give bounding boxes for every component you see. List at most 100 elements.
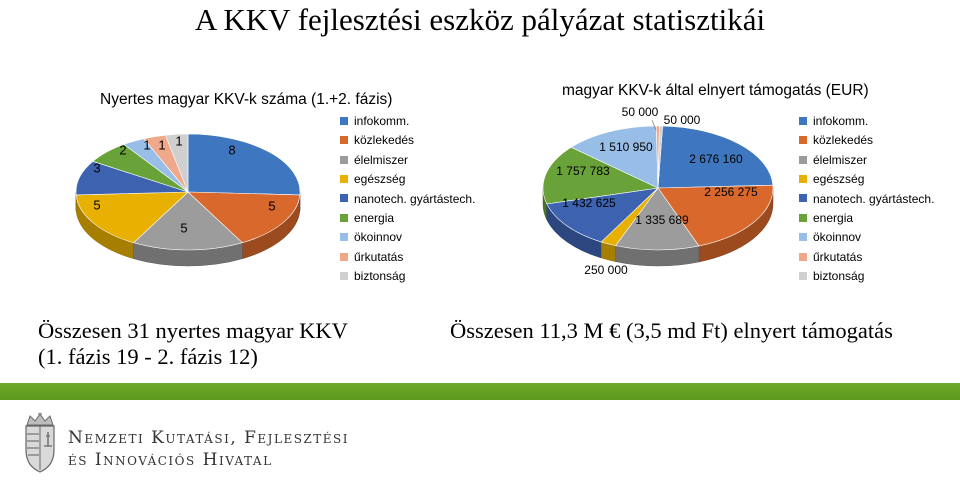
pie-slice-8: [165, 133, 189, 193]
legend-item: űrkutatás: [799, 248, 934, 267]
pie-slice-1: [187, 191, 301, 244]
pie-slice-5: [542, 146, 660, 205]
agency-name-line1: Nemzeti Kutatási, Fejlesztési: [68, 428, 349, 448]
data-label-0: 2 676 160: [689, 152, 743, 166]
data-label-6: 1 510 950: [599, 140, 653, 154]
legend-item: egészség: [799, 170, 934, 189]
legend-item: élelmiszer: [799, 151, 934, 170]
legend: infokomm. közlekedés élelmiszer egészség nan…: [340, 112, 475, 287]
legend-label: biztonság: [813, 269, 865, 284]
legend-label: ökoinnov: [813, 230, 862, 245]
legend-item: energia: [340, 209, 475, 228]
pie-chart-winners-count: Nyertes magyar KKV-k száma (1.+2. fázis)…: [75, 91, 392, 267]
data-label-1: 5: [268, 198, 275, 213]
pie-slice-3: [75, 191, 189, 244]
legend-label: ökoinnov: [354, 230, 403, 245]
legend-label: űrkutatás: [354, 249, 404, 264]
data-label-8: 50 000: [664, 113, 701, 127]
chart-title: Nyertes magyar KKV-k száma (1.+2. fázis): [100, 91, 392, 108]
legend-swatch: [340, 136, 348, 145]
legend-item: nanotech. gyártástech.: [799, 190, 934, 209]
legend-item: közlekedés: [799, 131, 934, 150]
data-label-1: 2 256 275: [704, 185, 758, 199]
legend-swatch: [799, 252, 807, 261]
legend-item: élelmiszer: [340, 151, 475, 170]
page-title: A KKV fejlesztési eszköz pályázat statis…: [194, 2, 766, 37]
legend-label: egészség: [813, 172, 865, 187]
pie-slice-2: [133, 191, 243, 251]
summary-funding: Összesen 11,3 M € (3,5 md Ft) elnyert tá…: [450, 318, 893, 343]
legend-swatch: [340, 271, 348, 280]
data-label-3: 250 000: [584, 263, 628, 277]
legend-item: energia: [799, 209, 934, 228]
data-label-7: 1: [158, 137, 165, 152]
legend-swatch: [340, 233, 348, 242]
pie-slice-0: [187, 133, 301, 196]
legend-item: ökoinnov: [340, 228, 475, 247]
pie-slice-1: [657, 184, 774, 247]
data-label-leader-7: [651, 119, 657, 131]
legend-item: infokomm.: [340, 112, 475, 131]
summary-winners-line2: (1. fázis 19 - 2. fázis 12): [38, 344, 258, 369]
legend-label: infokomm.: [354, 114, 410, 128]
data-label-5: 2: [119, 142, 126, 157]
data-label-2: 1 335 689: [635, 213, 689, 227]
legend-label: közlekedés: [354, 133, 415, 148]
legend-swatch: [799, 233, 807, 242]
legend-item: biztonság: [340, 267, 475, 286]
chart-title: magyar KKV-k által elnyert támogatás (EU…: [562, 82, 869, 99]
legend-label: nanotech. gyártástech.: [813, 191, 935, 206]
legend-swatch: [799, 175, 807, 183]
legend-item: infokomm.: [799, 112, 934, 131]
data-label-3: 5: [93, 197, 100, 212]
legend-label: biztonság: [354, 269, 406, 284]
legend-item: közlekedés: [340, 131, 475, 150]
legend-item: nanotech. gyártástech.: [340, 190, 475, 209]
hungarian-coat-of-arms-icon: [25, 412, 55, 473]
legend: infokomm. közlekedés élelmiszer egészség nan…: [799, 112, 934, 287]
data-label-5: 1 757 783: [556, 164, 610, 178]
agency-name-line2: és Innovációs Hivatal: [68, 450, 273, 470]
pie-slice-0: [657, 125, 774, 189]
pie-slice-6: [570, 125, 659, 189]
summary-winners: Összesen 31 nyertes magyar KKV (1. fázis…: [38, 318, 348, 370]
legend-label: infokomm.: [813, 114, 869, 128]
legend-item: biztonság: [799, 267, 934, 286]
legend-swatch: [799, 194, 807, 203]
pie-slice-8: [657, 125, 663, 189]
legend-swatch: [340, 155, 348, 164]
legend-swatch: [799, 116, 807, 125]
legend-item: űrkutatás: [340, 248, 475, 267]
legend-label: energia: [354, 210, 395, 225]
legend-swatch: [799, 136, 807, 145]
legend-swatch: [799, 155, 807, 164]
data-label-0: 8: [228, 142, 235, 157]
legend-label: nanotech. gyártástech.: [354, 191, 476, 206]
legend-swatch: [799, 213, 807, 222]
legend-label: energia: [813, 210, 854, 225]
legend-label: élelmiszer: [354, 152, 409, 167]
legend-label: élelmiszer: [813, 152, 868, 167]
pie-slice-4: [546, 187, 659, 243]
legend-swatch: [340, 116, 348, 125]
data-label-6: 1: [143, 137, 150, 152]
pie-slice-2: [615, 187, 700, 251]
legend-swatch: [340, 194, 348, 203]
data-label-4: 1 432 625: [562, 196, 616, 210]
data-label-4: 3: [93, 160, 100, 175]
legend-item: egészség: [340, 170, 475, 189]
legend-swatch: [799, 271, 807, 280]
footer-green-band: [0, 383, 960, 400]
legend-swatch: [340, 213, 348, 222]
legend-label: közlekedés: [813, 133, 874, 148]
data-label-7: 50 000: [622, 105, 659, 119]
data-label-8: 1: [175, 133, 182, 148]
legend-label: egészség: [354, 172, 406, 187]
legend-swatch: [340, 175, 348, 183]
legend-item: ökoinnov: [799, 228, 934, 247]
summary-winners-line1: Összesen 31 nyertes magyar KKV: [38, 318, 348, 343]
legend-label: űrkutatás: [813, 249, 863, 264]
data-label-2: 5: [180, 220, 187, 235]
pie-chart-funding-eur: magyar KKV-k által elnyert támogatás (EU…: [542, 82, 869, 277]
legend-swatch: [340, 252, 348, 261]
